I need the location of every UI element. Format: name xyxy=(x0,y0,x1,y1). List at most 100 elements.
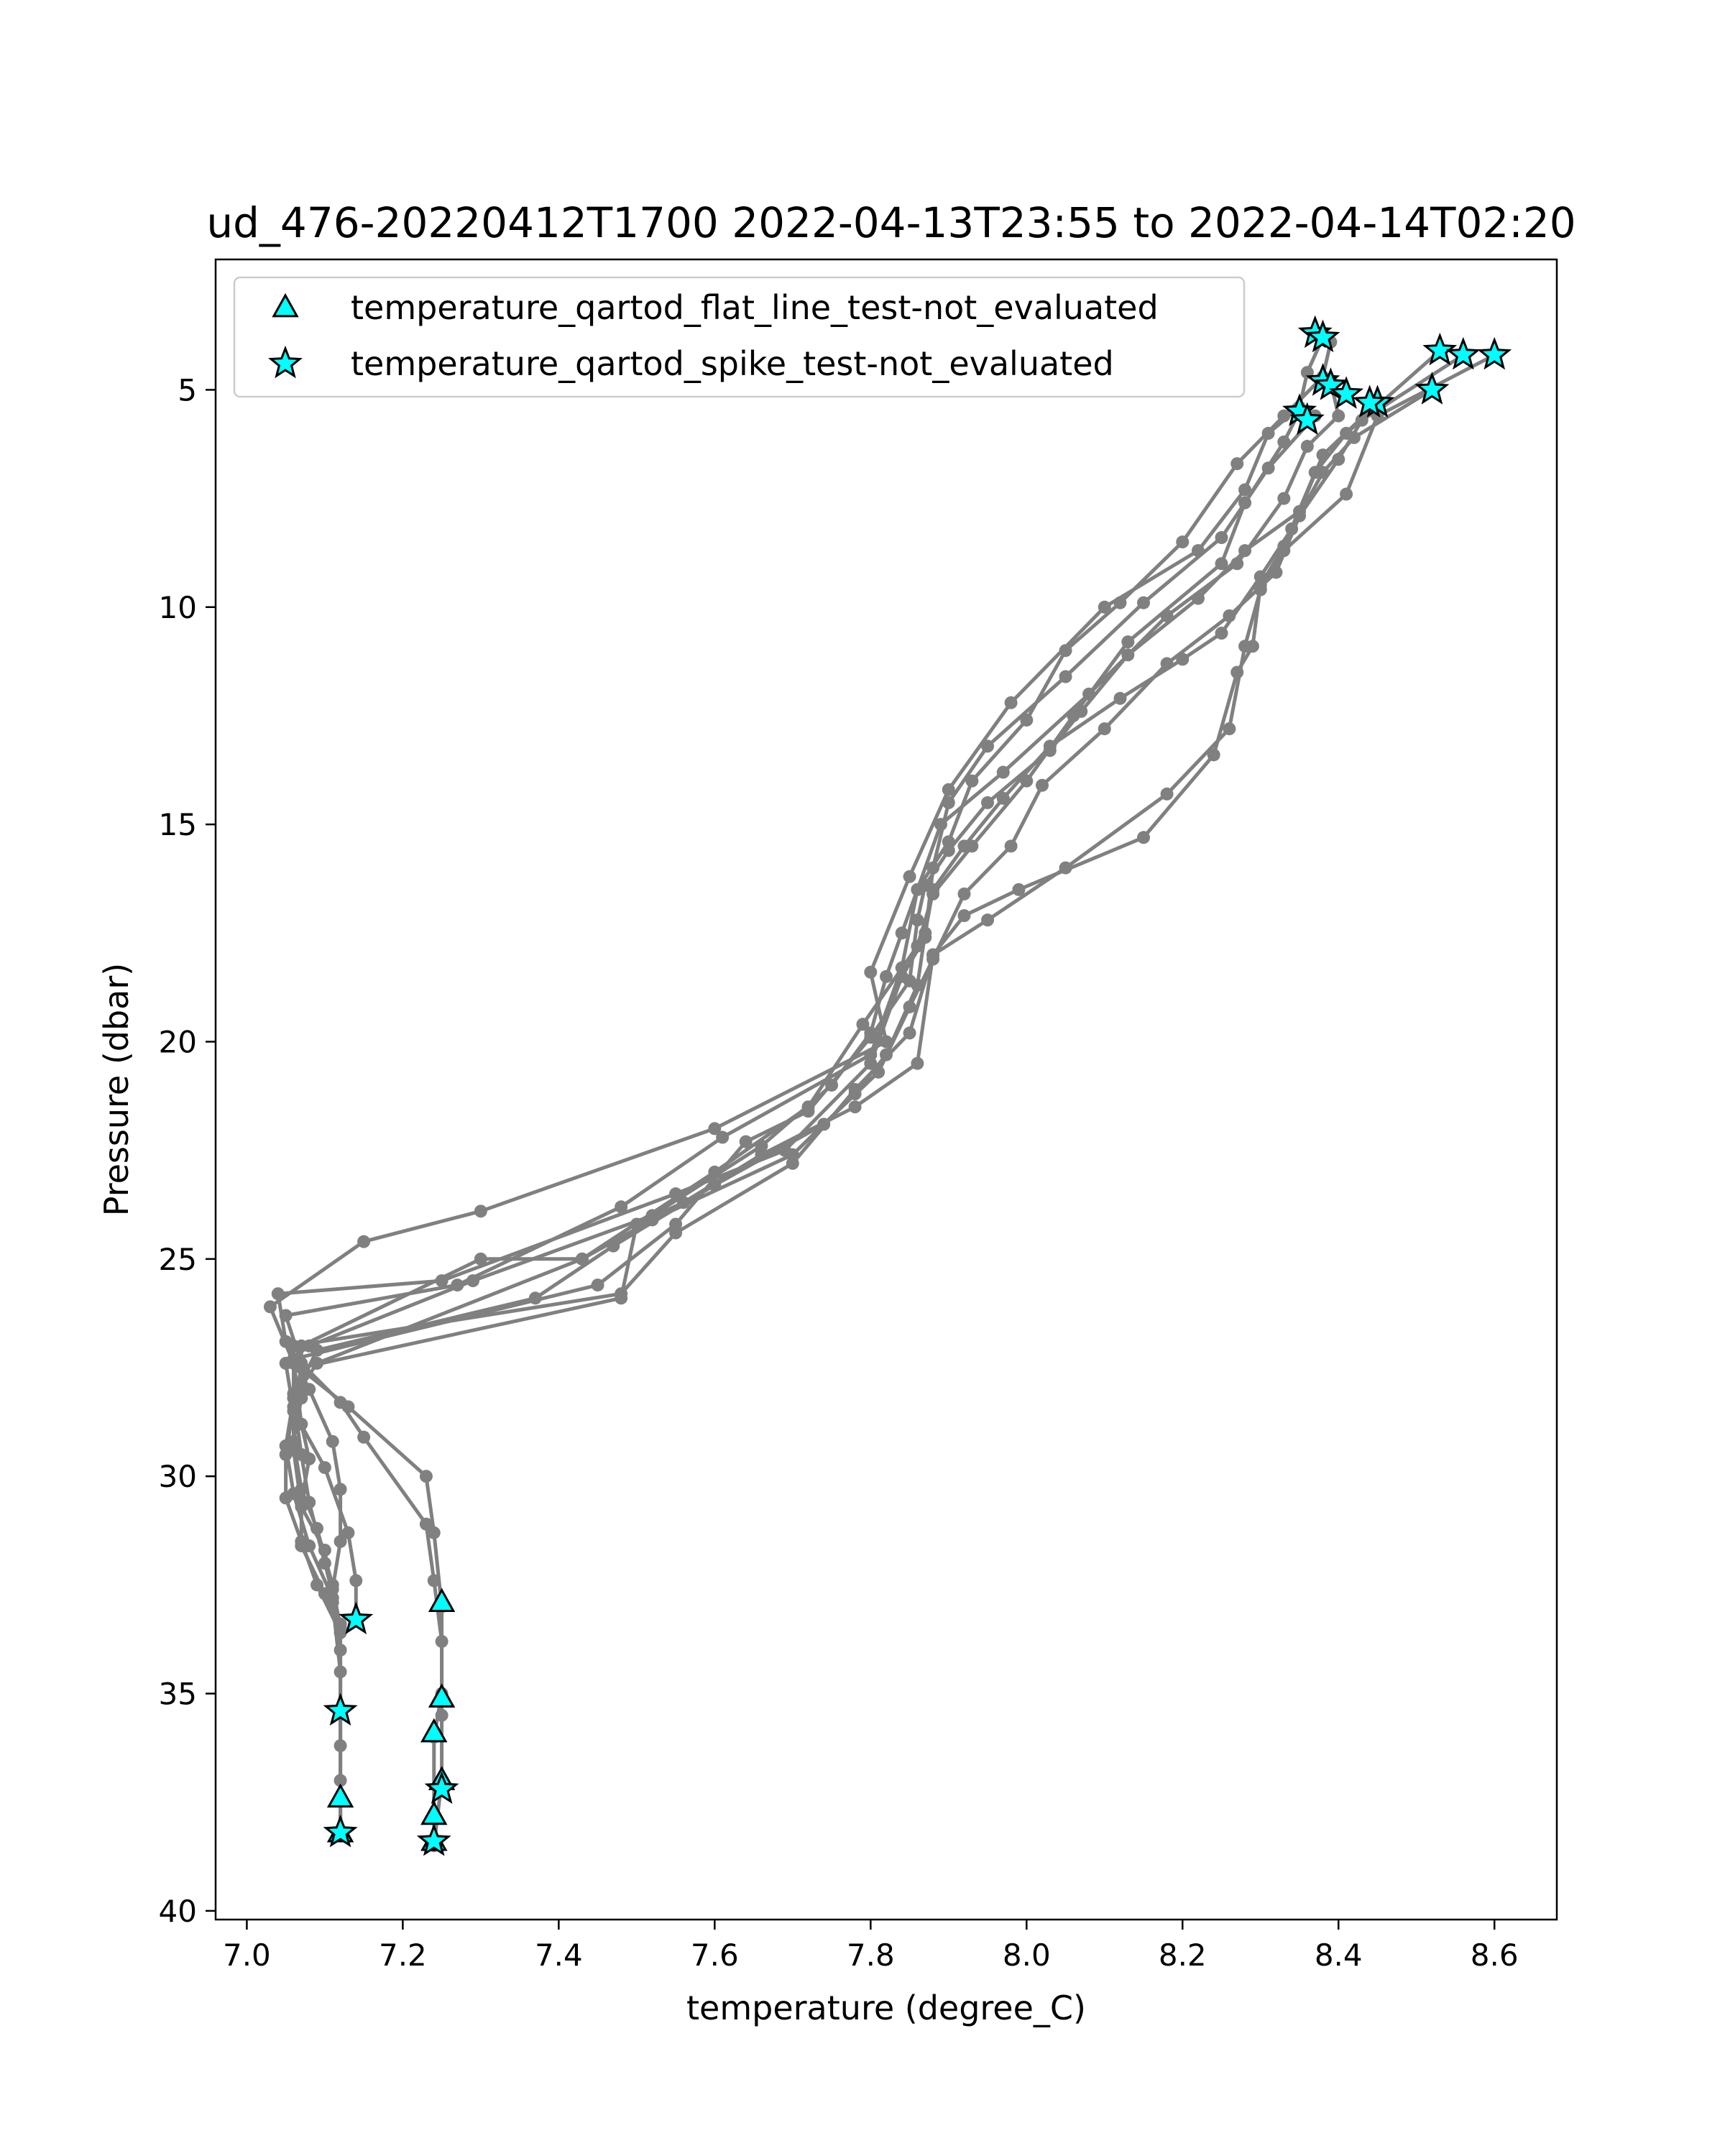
spike-flag-marker-18 xyxy=(416,1823,451,1856)
profile-10-point-25 xyxy=(334,1626,347,1639)
profile-8-point-3 xyxy=(1332,453,1346,466)
profile-4-point-18 xyxy=(326,1434,339,1448)
profile-10-point-18 xyxy=(615,1291,628,1305)
spike-flag-marker-15 xyxy=(323,1692,358,1726)
profile-10-point-22 xyxy=(279,1491,293,1505)
profile-5-point-5 xyxy=(1176,535,1190,549)
profile-3-point-11 xyxy=(856,1018,870,1031)
profile-10-point-8 xyxy=(1207,748,1220,762)
profile-2-point-22 xyxy=(435,1634,448,1648)
profile-8-point-6 xyxy=(1223,609,1236,622)
profile-2-point-13 xyxy=(716,1130,730,1144)
profile-4-point-17 xyxy=(303,1383,316,1396)
profile-6-point-6 xyxy=(1121,648,1135,662)
profile-1-point-9 xyxy=(942,783,955,796)
spike-flag-marker-4 xyxy=(1313,367,1348,400)
y-tick-label-20: 20 xyxy=(159,1024,197,1059)
legend-label-2: temperature_qartod_spike_test-not_evalua… xyxy=(351,344,1114,383)
profile-5-point-22 xyxy=(318,1461,331,1475)
profile-10-point-21 xyxy=(279,1447,293,1461)
profile-10-point-6 xyxy=(1246,640,1259,653)
profile-1-point-19 xyxy=(419,1470,433,1483)
profile-2-point-18 xyxy=(334,1396,347,1409)
profile-5-point-6 xyxy=(1113,596,1127,609)
profile-2-point-4 xyxy=(1277,492,1291,505)
profile-4-point-7 xyxy=(942,796,955,809)
profile-10-point-13 xyxy=(911,1056,924,1070)
profile-10-point-10 xyxy=(1012,883,1026,896)
profile-7-point-6 xyxy=(1215,627,1228,640)
x-tick-label-7.2: 7.2 xyxy=(379,1938,427,1973)
profile-8-point-19 xyxy=(310,1343,324,1357)
profile-3-point-4 xyxy=(1215,557,1228,571)
y-tick-label-25: 25 xyxy=(159,1242,197,1277)
profile-8-point-8 xyxy=(1098,722,1111,736)
profile-10-point-12 xyxy=(926,948,940,962)
x-tick-label-8.0: 8.0 xyxy=(1003,1938,1051,1973)
profile-1-point-20 xyxy=(427,1526,441,1539)
profile-5-point-3 xyxy=(1277,409,1291,423)
spike-flag-marker-9 xyxy=(1289,402,1325,436)
x-tick-label-7.8: 7.8 xyxy=(847,1938,895,1973)
profile-10-point-23 xyxy=(295,1534,308,1548)
profile-6-point-7 xyxy=(1075,704,1088,718)
profile-9-point-10 xyxy=(981,913,995,927)
profile-10-point-7 xyxy=(1230,665,1244,679)
profile-8-point-18 xyxy=(528,1291,542,1305)
plot-area xyxy=(214,258,1558,1921)
profile-4-point-14 xyxy=(435,1274,448,1288)
x-tick-label-7.6: 7.6 xyxy=(691,1938,739,1973)
profile-7-point-19 xyxy=(575,1252,589,1266)
profile-6-point-10 xyxy=(942,844,955,857)
spike-flag-marker-12 xyxy=(1445,336,1481,370)
y-tick-label-30: 30 xyxy=(159,1459,197,1494)
profile-10-point-20 xyxy=(287,1400,300,1414)
y-tick-label-15: 15 xyxy=(159,807,197,842)
profile-10-point-16 xyxy=(676,1196,690,1210)
profile-4-point-6 xyxy=(981,740,995,753)
profile-8-point-17 xyxy=(607,1239,620,1253)
profile-5-point-7 xyxy=(1059,644,1072,658)
profile-9-point-7 xyxy=(1223,722,1236,736)
profile-9-point-12 xyxy=(903,1026,916,1040)
profile-1-point-16 xyxy=(263,1300,277,1314)
profile-5-point-13 xyxy=(880,969,893,983)
spike-flag-marker-13 xyxy=(1477,336,1512,370)
profile-7-point-10 xyxy=(996,791,1010,805)
legend: temperature_qartod_flat_line_test-not_ev… xyxy=(233,276,1246,398)
profile-9-point-23 xyxy=(334,1665,347,1679)
profile-10-point-11 xyxy=(957,909,971,923)
profile-10-point-15 xyxy=(755,1148,768,1161)
profile-9-point-24 xyxy=(334,1739,347,1753)
profile-5-point-4 xyxy=(1230,457,1244,471)
profile-8-point-11 xyxy=(957,887,971,900)
profile-8-point-9 xyxy=(1035,778,1049,792)
profile-5-point-18 xyxy=(466,1274,480,1288)
spike-flag-marker-5 xyxy=(1329,376,1364,409)
profile-1-point-14 xyxy=(474,1204,487,1218)
profile-6-point-14 xyxy=(864,1031,878,1044)
profile-3-point-5 xyxy=(1121,635,1135,649)
profile-9-point-20 xyxy=(295,1500,308,1514)
profile-3-point-15 xyxy=(474,1252,487,1266)
x-tick-label-8.6: 8.6 xyxy=(1471,1938,1519,1973)
profile-6-point-4 xyxy=(1238,544,1252,558)
chart-title: ud_476-20220412T1700 2022-04-13T23:55 to… xyxy=(206,198,1576,247)
y-axis-label: Pressure (dbar) xyxy=(97,963,136,1216)
profile-9-point-15 xyxy=(669,1226,683,1240)
profile-10-point-17 xyxy=(630,1217,643,1231)
profile-9-point-8 xyxy=(1160,787,1174,801)
flat-line-flag-marker-3 xyxy=(420,1718,448,1743)
profile-1-point-15 xyxy=(357,1235,371,1248)
profile-2-point-19 xyxy=(357,1430,371,1444)
profile-5-point-23 xyxy=(341,1526,355,1539)
profile-2-point-3 xyxy=(1300,440,1314,453)
profile-1-point-8 xyxy=(1004,696,1018,709)
profile-6-point-15 xyxy=(801,1105,815,1118)
profile-2-point-20 xyxy=(419,1517,433,1531)
profile-10-point-24 xyxy=(310,1578,324,1592)
y-tick-label-40: 40 xyxy=(159,1894,197,1929)
profile-5-point-9 xyxy=(965,774,979,788)
profile-8-point-10 xyxy=(1004,839,1018,853)
spike-flag-marker-10 xyxy=(1414,372,1450,405)
